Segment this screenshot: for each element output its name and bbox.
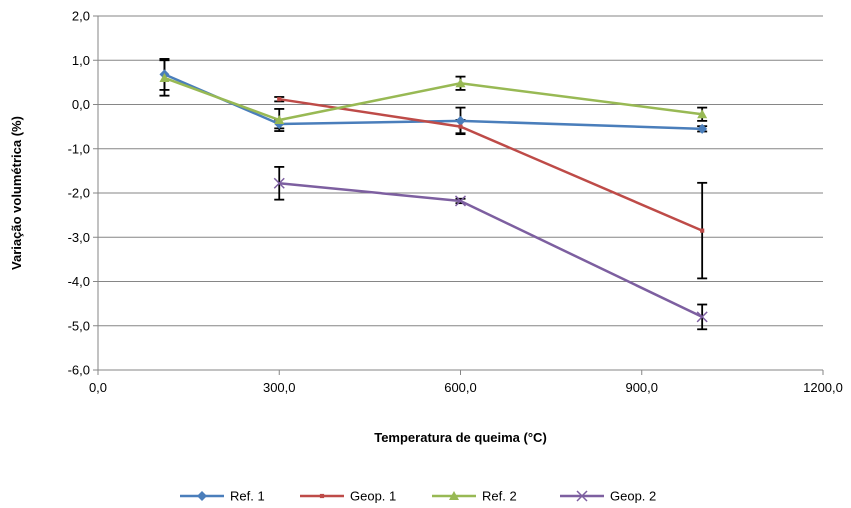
marker-x [576,490,588,502]
marker-triangle [274,114,285,124]
marker-diamond [697,123,708,134]
marker-x [454,195,467,207]
marker-square [458,124,463,129]
axes [93,15,824,375]
marker-triangle [455,78,466,88]
marker-diamond [455,115,466,126]
legend-label: Ref. 1 [230,489,265,504]
marker-triangle [449,491,459,500]
y-tick-label: 0,0 [72,97,90,112]
legend-label: Ref. 2 [482,489,517,504]
x-tick-label: 0,0 [89,380,107,395]
series-line [164,76,703,122]
series-markers [159,69,708,323]
x-tick-labels: 0,0 300,0 600,0 900,0 1200,0 [89,380,843,395]
marker-triangle [697,109,708,119]
y-tick-label: -2,0 [68,186,90,201]
marker-x [696,311,708,323]
marker-x [273,177,285,189]
marker-square [277,97,282,102]
gridlines [98,15,823,327]
series-line [279,97,703,232]
error-bars [159,58,708,331]
x-tick-label: 600,0 [444,380,477,395]
series-lines [163,73,703,319]
series-line [163,73,703,131]
x-tick-label: 1200,0 [803,380,843,395]
x-tick-label: 900,0 [625,380,658,395]
legend-label: Geop. 2 [610,489,656,504]
y-tick-label: -5,0 [68,318,90,333]
legend: Ref. 1 Geop. 1 Ref. 2 Geop. 2 [180,489,656,504]
x-axis-title: Temperatura de queima (°C) [374,430,547,445]
marker-diamond [197,491,207,501]
legend-label: Geop. 1 [350,489,396,504]
y-tick-labels: 2,0 1,0 0,0 -1,0 -2,0 -3,0 -4,0 -5,0 -6,0 [68,9,90,378]
y-tick-label: -4,0 [68,274,90,289]
marker-square [700,228,705,233]
marker-triangle [159,72,170,82]
y-tick-label: 2,0 [72,9,90,24]
y-axis-title: Variação volumétrica (%) [9,116,24,270]
y-tick-label: -1,0 [68,141,90,156]
y-tick-label: 1,0 [72,53,90,68]
y-tick-label: -3,0 [68,230,90,245]
marker-square [319,493,325,499]
y-tick-label: -6,0 [68,363,90,378]
x-tick-label: 300,0 [263,380,296,395]
